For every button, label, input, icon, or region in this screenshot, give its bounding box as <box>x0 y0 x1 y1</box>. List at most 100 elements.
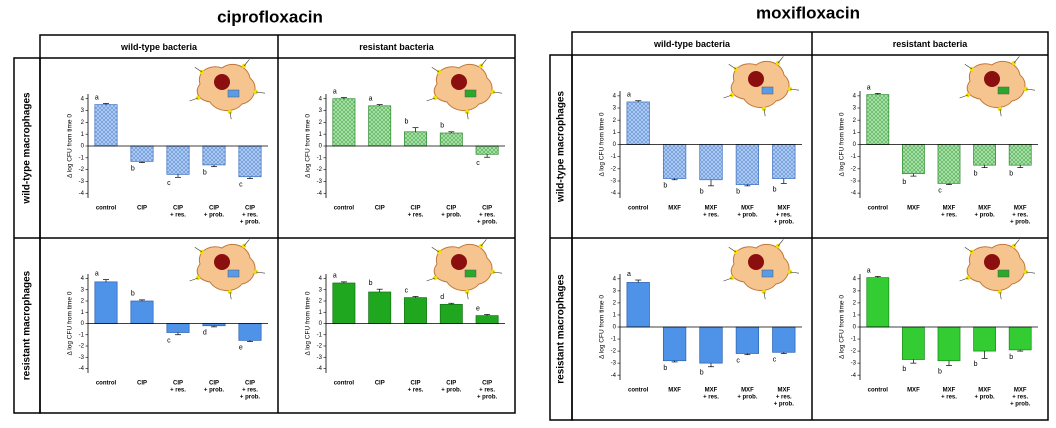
macrophage-icon <box>427 59 502 119</box>
column-header: resistant bacteria <box>359 42 435 52</box>
x-tick-label: + res. <box>776 395 792 401</box>
y-tick-label: 0 <box>81 144 85 150</box>
x-tick-label: MXF <box>705 206 718 212</box>
x-tick-label: CIP <box>245 206 255 212</box>
significance-label: b <box>773 186 777 193</box>
icon-line <box>778 56 783 63</box>
significance-label: a <box>333 273 337 280</box>
y-tick-label: 4 <box>613 276 617 282</box>
x-tick-label: + res. <box>408 213 424 219</box>
bar <box>773 145 796 179</box>
y-tick-label: 2 <box>319 299 323 305</box>
icon-nucleus <box>214 74 230 90</box>
y-tick-label: 1 <box>319 310 323 316</box>
x-tick-label: + res. <box>479 388 495 394</box>
bar <box>333 99 355 146</box>
y-tick-label: -1 <box>79 155 85 161</box>
bar <box>404 298 426 324</box>
x-tick-label: MXF <box>943 206 956 212</box>
y-tick-label: 4 <box>81 276 85 282</box>
significance-label: a <box>333 88 337 95</box>
icon-line <box>729 247 736 252</box>
y-tick-label: 3 <box>613 288 617 294</box>
bar <box>627 102 650 145</box>
x-tick-label: + res. <box>408 388 424 394</box>
y-tick-label: 1 <box>319 132 323 138</box>
y-tick-label: 4 <box>613 93 617 99</box>
icon-line <box>195 67 202 72</box>
significance-label: c <box>476 160 480 167</box>
macrophage-icon <box>960 239 1035 299</box>
y-tick-label: -3 <box>317 179 323 185</box>
x-tick-label: MXF <box>978 206 991 212</box>
significance-label: c <box>167 338 171 345</box>
significance-label: a <box>95 270 99 277</box>
bar <box>239 146 261 177</box>
significance-label: b <box>203 170 207 177</box>
y-tick-label: -2 <box>851 349 857 355</box>
significance-label: e <box>239 344 243 351</box>
y-tick-label: -2 <box>79 167 85 173</box>
icon-line <box>778 239 783 246</box>
x-tick-label: CIP <box>173 206 183 212</box>
bar <box>404 132 426 146</box>
icon-nucleus <box>451 74 467 90</box>
icon-bacteria <box>762 87 773 94</box>
icon-bacteria <box>465 270 476 277</box>
x-tick-label: + prob. <box>975 395 996 401</box>
x-tick-label: + res. <box>1012 213 1028 219</box>
y-axis-label: Δ log CFU from time 0 <box>839 295 846 359</box>
bar <box>736 145 759 185</box>
y-tick-label: 4 <box>319 96 323 102</box>
x-tick-label: CIP <box>410 381 420 387</box>
significance-label: b <box>1009 354 1013 361</box>
x-tick-label: + prob. <box>240 395 261 401</box>
y-tick-label: 3 <box>613 106 617 112</box>
significance-label: b <box>663 183 667 190</box>
row-header: wild-type macrophages <box>22 92 33 205</box>
significance-label: d <box>203 330 207 337</box>
y-tick-label: -2 <box>317 167 323 173</box>
column-header: wild-type bacteria <box>653 39 731 49</box>
x-tick-label: + res. <box>703 395 719 401</box>
y-tick-label: -1 <box>79 332 85 338</box>
macrophage-icon <box>724 239 799 299</box>
x-tick-label: CIP <box>173 381 183 387</box>
significance-label: e <box>476 305 480 312</box>
bar <box>167 324 189 333</box>
y-axis-label: Δ log CFU from time 0 <box>599 295 606 359</box>
significance-label: c <box>938 187 942 194</box>
significance-label: c <box>773 356 777 363</box>
y-tick-label: -3 <box>79 355 85 361</box>
y-tick-label: -1 <box>317 155 323 161</box>
x-tick-label: CIP <box>482 381 492 387</box>
x-tick-label: CIP <box>137 206 147 212</box>
bar <box>369 106 391 146</box>
x-tick-label: MXF <box>777 206 790 212</box>
bar <box>627 282 650 327</box>
significance-label: b <box>440 123 444 130</box>
x-tick-label: control <box>334 206 355 212</box>
bar <box>773 327 796 352</box>
icon-line <box>1014 56 1019 63</box>
bar <box>440 133 462 146</box>
y-tick-label: -3 <box>79 179 85 185</box>
icon-bacteria <box>998 87 1009 94</box>
significance-label: b <box>700 370 704 377</box>
bar <box>1009 145 1031 166</box>
icon-line <box>481 59 486 66</box>
bar <box>131 146 153 161</box>
x-tick-label: + res. <box>242 388 258 394</box>
icon-line <box>481 239 486 246</box>
y-tick-label: 0 <box>613 142 617 148</box>
y-axis-label: Δ log CFU from time 0 <box>305 114 312 178</box>
y-tick-label: 1 <box>81 310 85 316</box>
y-tick-label: 0 <box>853 142 857 148</box>
y-tick-label: -4 <box>79 191 85 197</box>
y-axis-label: Δ log CFU from time 0 <box>839 112 846 176</box>
significance-label: c <box>405 287 409 294</box>
x-tick-label: + res. <box>170 388 186 394</box>
icon-nucleus <box>984 254 1000 270</box>
significance-label: a <box>369 95 373 102</box>
bar <box>663 327 686 361</box>
